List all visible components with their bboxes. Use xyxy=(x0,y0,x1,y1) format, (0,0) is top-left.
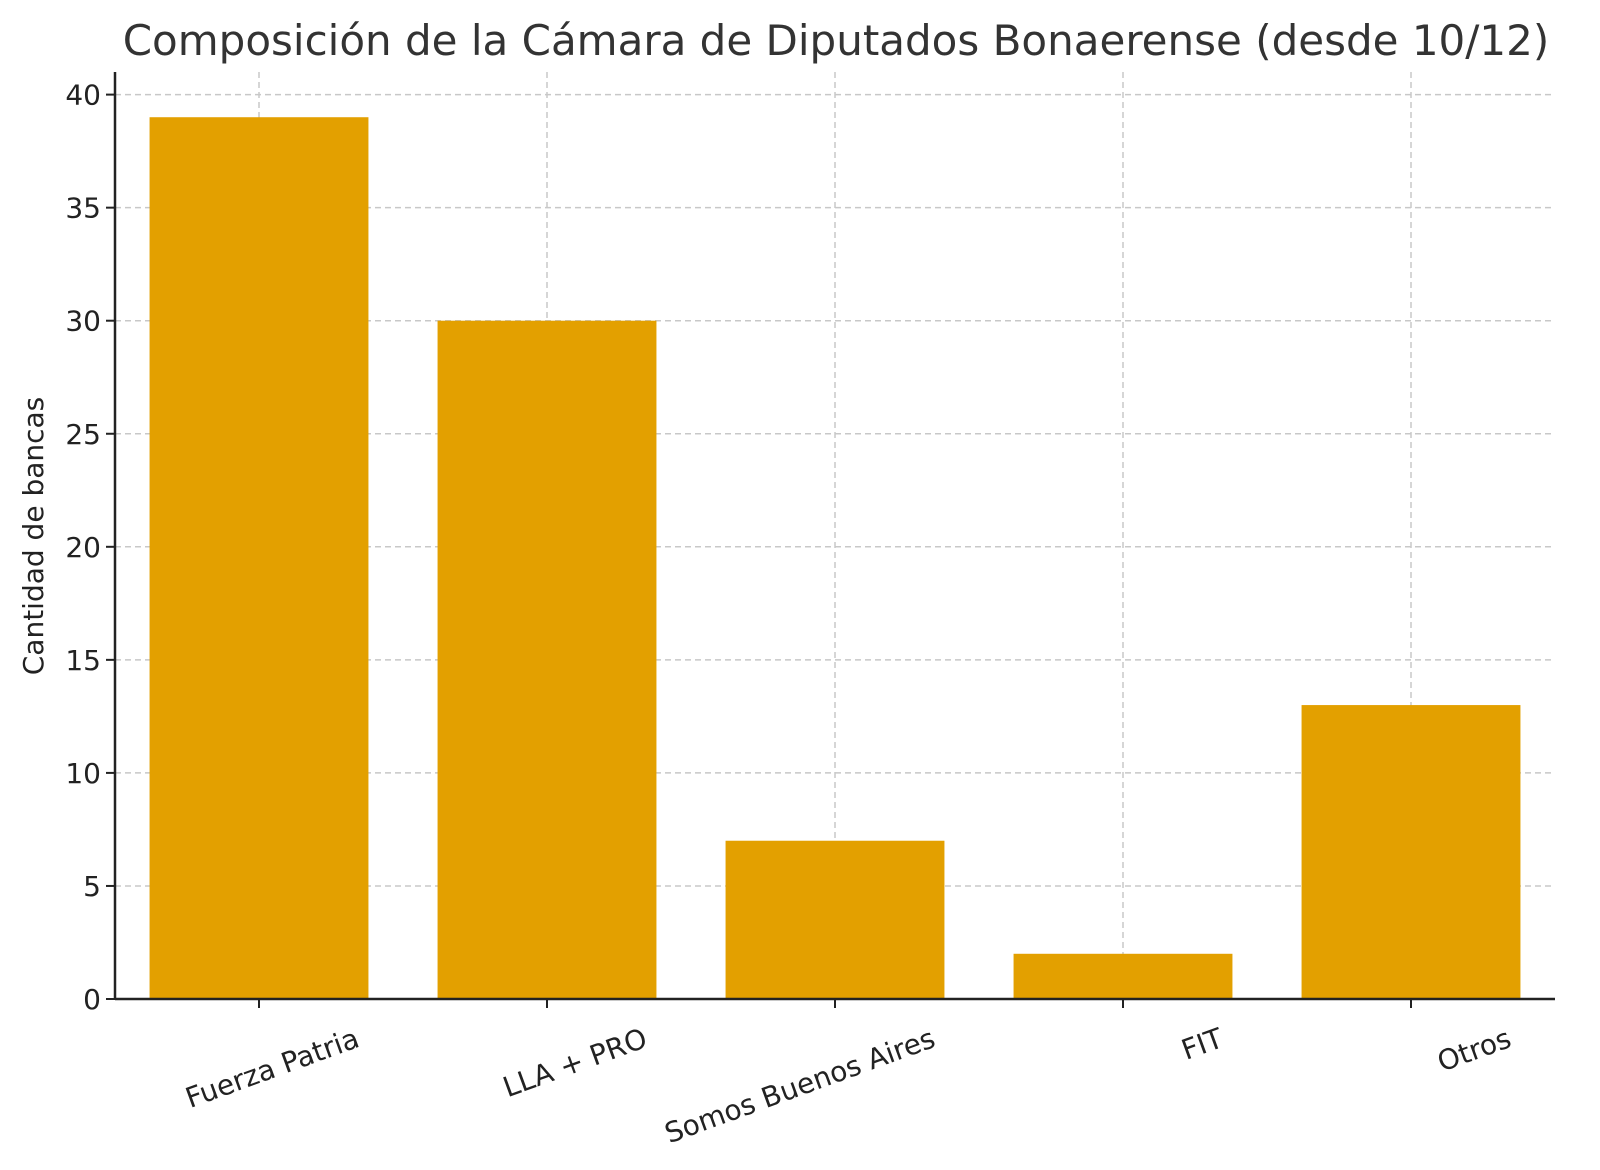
y-tick-label: 40 xyxy=(65,79,101,112)
y-tick-label: 20 xyxy=(65,531,101,564)
bar xyxy=(725,840,945,999)
x-tick-label: Otros xyxy=(1433,1022,1515,1079)
bar xyxy=(437,320,657,1000)
bar xyxy=(1301,705,1521,999)
y-tick-label: 0 xyxy=(83,983,101,1016)
x-tick-label: FIT xyxy=(1177,1021,1228,1066)
y-tick-label: 25 xyxy=(65,418,101,451)
bar xyxy=(1013,953,1233,999)
x-tick-label: Somos Buenos Aires xyxy=(660,1022,939,1150)
y-axis-label: Cantidad de bancas xyxy=(17,397,50,676)
chart-title: Composición de la Cámara de Diputados Bo… xyxy=(123,16,1550,65)
bar xyxy=(149,117,369,1000)
axes xyxy=(106,72,1555,1008)
bars xyxy=(149,117,1521,1000)
y-tick-label: 5 xyxy=(83,870,101,903)
y-tick-label: 15 xyxy=(65,644,101,677)
y-tick-label: 35 xyxy=(65,192,101,225)
x-tick-label: LLA + PRO xyxy=(499,1022,652,1105)
y-tick-label: 30 xyxy=(65,305,101,338)
x-tick-label: Fuerza Patria xyxy=(181,1022,363,1115)
y-tick-label: 10 xyxy=(65,757,101,790)
